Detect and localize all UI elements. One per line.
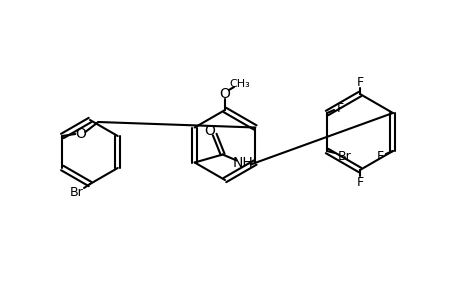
- Text: F: F: [336, 101, 343, 115]
- Text: F: F: [375, 149, 383, 163]
- Text: F: F: [356, 76, 363, 88]
- Text: NH: NH: [232, 155, 252, 170]
- Text: Br: Br: [70, 185, 84, 199]
- Text: CH₃: CH₃: [229, 79, 250, 89]
- Text: O: O: [219, 87, 230, 101]
- Text: Br: Br: [337, 149, 351, 163]
- Text: O: O: [204, 124, 215, 137]
- Text: F: F: [356, 176, 363, 188]
- Text: O: O: [75, 127, 85, 141]
